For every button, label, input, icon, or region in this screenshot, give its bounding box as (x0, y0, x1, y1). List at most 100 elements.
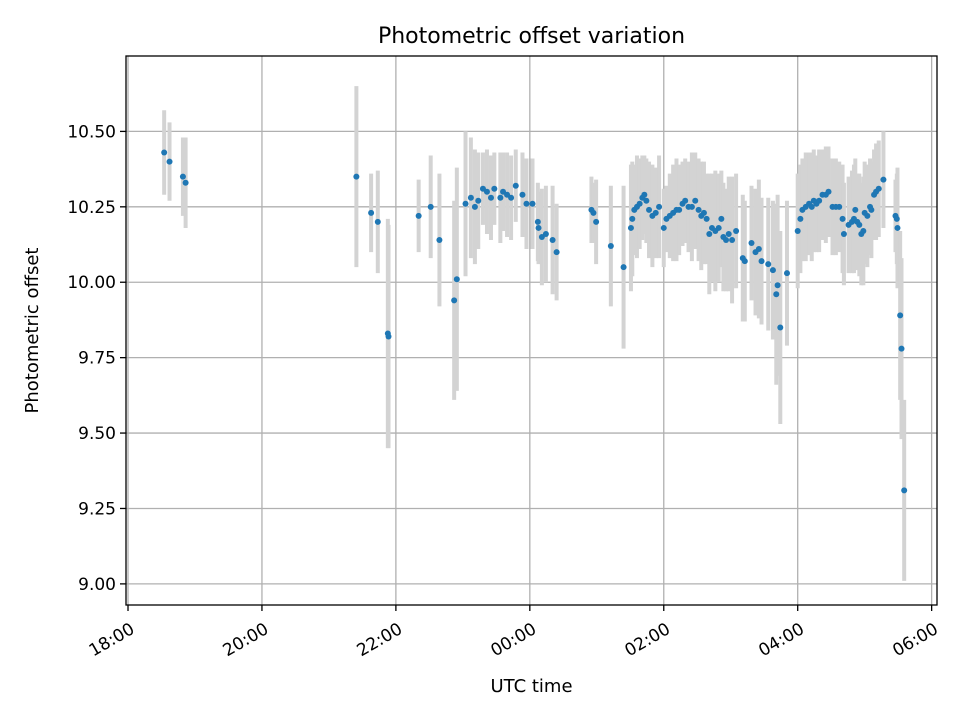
data-point (897, 312, 904, 319)
data-point (462, 200, 469, 207)
data-point (898, 345, 905, 352)
errorbar-layer (162, 86, 907, 581)
data-point (534, 218, 541, 225)
x-tick-label: 18:00 (86, 619, 138, 661)
data-point (825, 188, 832, 195)
data-point (748, 240, 755, 247)
data-point (856, 221, 863, 228)
data-point (643, 197, 650, 204)
y-tick-label: 9.50 (78, 424, 116, 444)
data-point (453, 276, 460, 283)
data-point (161, 149, 168, 156)
data-point (741, 258, 748, 265)
data-point (777, 324, 784, 331)
data-point (794, 227, 801, 234)
data-point (808, 203, 815, 210)
data-point (901, 487, 908, 494)
data-point (797, 215, 804, 222)
data-point (836, 203, 843, 210)
data-point (816, 197, 823, 204)
data-point (652, 209, 659, 216)
x-tick-label: 06:00 (889, 619, 941, 661)
data-point (706, 230, 713, 237)
data-point (629, 215, 636, 222)
grid-layer (126, 56, 937, 605)
plot-frame (125, 55, 938, 606)
data-point (682, 197, 689, 204)
data-point (553, 249, 560, 256)
data-point (182, 179, 189, 186)
data-point (368, 209, 375, 216)
data-point (860, 227, 867, 234)
data-point (773, 291, 780, 298)
data-point (415, 212, 422, 219)
data-point (593, 218, 600, 225)
data-point (868, 206, 875, 213)
data-point (894, 224, 901, 231)
data-point (523, 200, 530, 207)
data-point (471, 203, 478, 210)
data-point (695, 206, 702, 213)
data-point (427, 203, 434, 210)
data-point (715, 224, 722, 231)
data-point (774, 282, 781, 289)
data-point (676, 206, 683, 213)
data-point (729, 237, 736, 244)
data-point (692, 197, 699, 204)
y-tick-label: 9.25 (78, 499, 116, 519)
data-point (840, 230, 847, 237)
data-point (864, 212, 871, 219)
data-point (733, 227, 740, 234)
data-point (660, 224, 667, 231)
y-axis-label: Photometric offset (22, 248, 43, 414)
data-point (549, 237, 556, 244)
data-point (166, 158, 173, 165)
data-point (353, 173, 360, 180)
data-point (607, 243, 614, 250)
data-point (769, 267, 776, 274)
chart-title: Photometric offset variation (378, 24, 685, 49)
data-point (535, 224, 542, 231)
data-point (880, 176, 887, 183)
x-axis-label: UTC time (490, 676, 572, 697)
data-point (179, 173, 186, 180)
data-point (542, 230, 549, 237)
data-point (529, 200, 536, 207)
data-point (475, 197, 482, 204)
data-point (758, 258, 765, 265)
x-tick-label: 20:00 (220, 619, 272, 661)
data-point (723, 237, 730, 244)
data-point (436, 237, 443, 244)
y-tick-label: 10.00 (67, 273, 116, 293)
data-point (491, 185, 498, 192)
data-point (385, 333, 392, 340)
x-tick-label: 04:00 (755, 619, 807, 661)
data-point (519, 191, 526, 198)
data-point (620, 264, 627, 271)
data-point (755, 246, 762, 253)
data-point (718, 215, 725, 222)
y-tick-label: 10.25 (67, 198, 116, 218)
data-point (893, 215, 900, 222)
data-point (641, 191, 648, 198)
data-point (703, 215, 710, 222)
data-point (783, 270, 790, 277)
x-tick-label: 02:00 (621, 619, 673, 661)
data-point (765, 261, 772, 268)
data-point (725, 230, 732, 237)
data-point (374, 218, 381, 225)
x-tick-label: 22:00 (354, 619, 406, 661)
data-point (483, 188, 490, 195)
data-point (688, 203, 695, 210)
data-point (487, 194, 494, 201)
data-point (875, 185, 882, 192)
data-point (467, 194, 474, 201)
data-point (512, 182, 519, 189)
y-tick-label: 9.00 (78, 575, 116, 595)
data-point (497, 194, 504, 201)
data-point (700, 209, 707, 216)
y-tick-label: 9.75 (78, 349, 116, 369)
data-point (590, 209, 597, 216)
data-point (508, 194, 515, 201)
